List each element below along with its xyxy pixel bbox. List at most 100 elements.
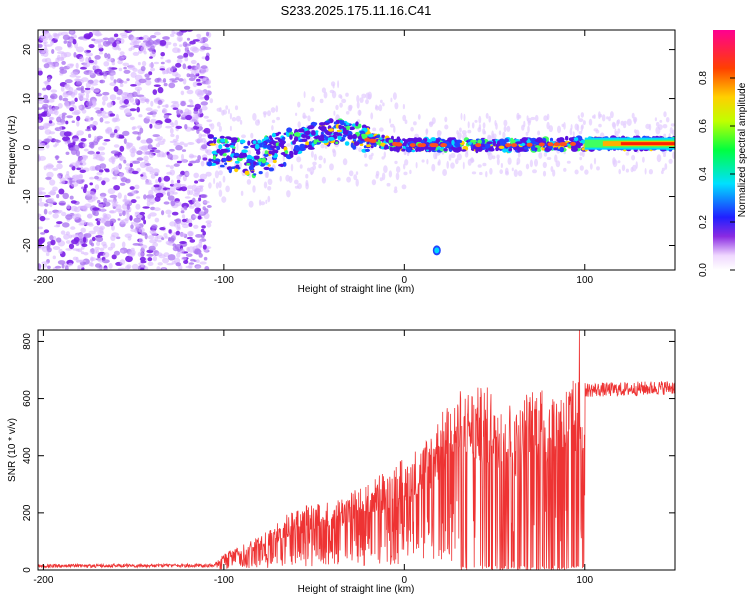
spectrogram-halo-cell [617, 160, 621, 164]
spectrogram-halo-cell [467, 158, 472, 166]
spectrogram-y-tick-label: -20 [22, 238, 33, 253]
spectrogram-noise-cell [58, 32, 63, 36]
snr-x-tick-label: 100 [576, 575, 593, 586]
spectrogram-noise-cell [48, 116, 55, 121]
spectrogram-hot-cell [409, 143, 416, 148]
spectrogram-halo-cell [339, 102, 343, 108]
spectrogram-signal-cell [530, 145, 536, 152]
spectrogram-noise-cell [175, 230, 181, 236]
spectrogram-noise-cell [114, 155, 119, 160]
spectrogram-noise-cell [199, 261, 207, 265]
spectrogram-noise-cell [167, 214, 171, 218]
spectrogram-noise-cell [69, 164, 74, 168]
spectrogram-signal-cell [234, 167, 239, 173]
spectrogram-halo-cell [463, 113, 466, 122]
spectrogram-halo-cell [410, 126, 414, 132]
spectrogram-noise-cell [83, 62, 90, 68]
spectrogram-signal-cell [559, 146, 565, 153]
spectrogram-noise-cell [137, 251, 145, 258]
spectrogram-halo-cell [517, 152, 521, 158]
spectrogram-signal-cell [263, 166, 270, 171]
spectrogram-noise-cell [139, 96, 147, 101]
spectrogram-signal-cell [233, 152, 240, 157]
spectrogram-signal-cell [293, 132, 301, 138]
spectrogram-noise-cell [180, 221, 187, 226]
spectrogram-noise-cell [128, 47, 133, 52]
spectrogram-signal-cell [338, 124, 342, 130]
spectrogram-noise-cell [185, 114, 193, 121]
spectrogram-halo-cell [241, 134, 246, 139]
spectrogram-signal-cell [515, 141, 523, 145]
spectrogram-signal-cell [381, 134, 385, 139]
spectrogram-noise-cell [111, 61, 116, 66]
spectrogram-noise-cell [167, 195, 175, 201]
spectrogram-halo-cell [425, 129, 428, 136]
spectrogram-signal-cell [456, 139, 463, 143]
spectrogram-noise-cell [67, 91, 76, 96]
spectrogram-noise-cell [87, 191, 96, 197]
spectrogram-signal-cell [327, 137, 335, 141]
spectrogram-noise-cell [175, 62, 182, 68]
spectrogram-noise-cell [52, 255, 56, 260]
spectrogram-signal-cell [498, 145, 505, 149]
spectrogram-noise-cell [161, 267, 166, 270]
spectrogram-halo-cell [499, 169, 504, 175]
spectrogram-noise-cell [200, 101, 208, 106]
spectrogram-noise-cell [122, 210, 126, 216]
spectrogram-noise-cell [146, 98, 150, 104]
spectrogram-noise-cell [38, 67, 42, 72]
spectrogram-noise-cell [97, 199, 101, 204]
spectrogram-signal-cell [280, 140, 286, 145]
spectrogram-halo-cell [402, 114, 407, 122]
spectrogram-noise-cell [58, 95, 63, 101]
spectrogram-y-axis-title: Frequency (Hz) [7, 116, 18, 185]
spectrogram-noise-cell [154, 123, 162, 130]
spectrogram-noise-cell [70, 234, 78, 238]
spectrogram-noise-cell [140, 232, 147, 236]
spectrogram-signal-cell [575, 140, 581, 146]
spectrogram-noise-cell [189, 239, 196, 243]
spectrogram-noise-cell [192, 197, 196, 204]
spectrogram-signal-cell [401, 148, 406, 152]
spectrogram-noise-cell [44, 31, 51, 39]
spectrogram-noise-cell [132, 131, 140, 135]
spectrogram-signal-cell [484, 149, 489, 153]
spectrogram-noise-cell [203, 127, 211, 134]
spectrogram-noise-cell [198, 133, 203, 139]
spectrogram-noise-cell [150, 45, 155, 51]
spectrogram-signal-cell [366, 144, 371, 148]
spectrogram-signal-cell [268, 150, 273, 155]
spectrogram-halo-cell [600, 132, 605, 139]
spectrogram-noise-cell [66, 115, 73, 119]
spectrogram-signal-cell [311, 142, 315, 147]
spectrogram-noise-cell [136, 106, 140, 113]
spectrogram-noise-cell [140, 267, 145, 270]
spectrogram-noise-cell [79, 162, 83, 166]
spectrogram-halo-cell [353, 174, 358, 181]
spectrogram-noise-cell [175, 145, 183, 151]
spectrogram-halo-cell [275, 105, 279, 113]
spectrogram-halo-cell [388, 170, 393, 178]
spectrogram-signal-cell [357, 123, 362, 129]
spectrogram-noise-cell [93, 135, 98, 142]
spectrogram-hot-cell [505, 143, 512, 148]
spectrogram-signal-cell [271, 132, 276, 138]
spectrogram-halo-cell [267, 155, 272, 164]
spectrogram-noise-cell [152, 89, 158, 95]
spectrogram-noise-cell [130, 228, 138, 232]
spectrogram-signal-cell [504, 138, 509, 143]
spectrogram-noise-cell [131, 170, 139, 175]
spectrogram-signal-cell [342, 127, 347, 133]
spectrogram-hot-cell [370, 138, 377, 143]
spectrogram-halo-cell [371, 152, 374, 157]
spectrogram-noise-cell [198, 253, 203, 258]
spectrogram-signal-cell [251, 170, 255, 174]
spectrogram-signal-cell [299, 143, 305, 149]
spectrogram-halo-cell [216, 121, 221, 127]
spectrogram-noise-cell [44, 57, 52, 64]
spectrogram-halo-cell [302, 112, 306, 119]
spectrogram-halo-cell [663, 111, 667, 118]
spectrogram-signal-cell [231, 139, 236, 143]
spectrogram-noise-cell [116, 96, 121, 100]
spectrogram-signal-cell [446, 144, 452, 148]
